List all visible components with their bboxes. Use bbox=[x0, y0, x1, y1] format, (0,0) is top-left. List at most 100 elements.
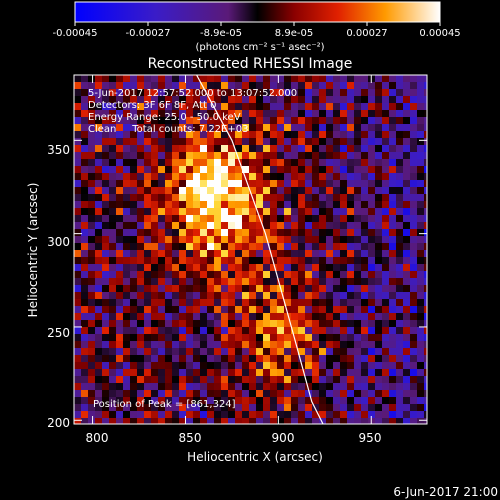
heatmap-cell bbox=[228, 243, 235, 250]
heatmap-cell bbox=[375, 82, 382, 89]
heatmap-cell bbox=[193, 383, 200, 390]
heatmap-cell bbox=[116, 404, 123, 411]
heatmap-cell bbox=[340, 250, 347, 257]
heatmap-cell bbox=[109, 82, 116, 89]
heatmap-cell bbox=[424, 208, 427, 215]
heatmap-cell bbox=[228, 187, 235, 194]
heatmap-cell bbox=[298, 264, 305, 271]
heatmap-cell bbox=[74, 411, 81, 418]
heatmap-cell bbox=[375, 75, 382, 82]
heatmap-cell bbox=[375, 236, 382, 243]
heatmap-cell bbox=[235, 411, 242, 418]
heatmap-cell bbox=[165, 376, 172, 383]
heatmap-cell bbox=[354, 96, 361, 103]
heatmap-cell bbox=[88, 208, 95, 215]
heatmap-cell bbox=[312, 285, 319, 292]
heatmap-cell bbox=[368, 187, 375, 194]
heatmap-cell bbox=[151, 187, 158, 194]
heatmap-cell bbox=[102, 383, 109, 390]
heatmap-cell bbox=[326, 243, 333, 250]
heatmap-cell bbox=[389, 306, 396, 313]
heatmap-cell bbox=[123, 369, 130, 376]
heatmap-cell bbox=[81, 376, 88, 383]
heatmap-cell bbox=[312, 376, 319, 383]
heatmap-cell bbox=[158, 243, 165, 250]
heatmap-cell bbox=[319, 194, 326, 201]
heatmap-cell bbox=[109, 278, 116, 285]
heatmap-cell bbox=[179, 418, 186, 424]
heatmap-cell bbox=[319, 341, 326, 348]
heatmap-cell bbox=[172, 187, 179, 194]
heatmap-cell bbox=[221, 75, 228, 82]
heatmap-cell bbox=[102, 145, 109, 152]
heatmap-cell bbox=[284, 187, 291, 194]
heatmap-cell bbox=[88, 166, 95, 173]
heatmap-cell bbox=[417, 236, 424, 243]
heatmap-cell bbox=[375, 110, 382, 117]
heatmap-cell bbox=[354, 89, 361, 96]
heatmap-cell bbox=[417, 411, 424, 418]
heatmap-cell bbox=[137, 75, 144, 82]
heatmap-cell bbox=[137, 131, 144, 138]
heatmap-cell bbox=[102, 131, 109, 138]
heatmap-cell bbox=[242, 257, 249, 264]
heatmap-cell bbox=[102, 250, 109, 257]
heatmap-cell bbox=[151, 327, 158, 334]
heatmap-cell bbox=[151, 313, 158, 320]
heatmap-cell bbox=[242, 306, 249, 313]
heatmap-cell bbox=[88, 264, 95, 271]
heatmap-cell bbox=[109, 341, 116, 348]
heatmap-cell bbox=[382, 278, 389, 285]
heatmap-cell bbox=[354, 355, 361, 362]
heatmap-cell bbox=[284, 166, 291, 173]
heatmap-cell bbox=[361, 264, 368, 271]
heatmap-cell bbox=[95, 236, 102, 243]
heatmap-cell bbox=[312, 180, 319, 187]
heatmap-cell bbox=[249, 348, 256, 355]
heatmap-cell bbox=[109, 390, 116, 397]
heatmap-cell bbox=[312, 404, 319, 411]
heatmap-cell bbox=[200, 117, 207, 124]
heatmap-cell bbox=[214, 75, 221, 82]
heatmap-cell bbox=[270, 117, 277, 124]
heatmap-cell bbox=[375, 208, 382, 215]
heatmap-cell bbox=[193, 355, 200, 362]
heatmap-cell bbox=[403, 152, 410, 159]
heatmap-cell bbox=[277, 187, 284, 194]
heatmap-cell bbox=[312, 299, 319, 306]
heatmap-cell bbox=[333, 334, 340, 341]
heatmap-cell bbox=[375, 355, 382, 362]
heatmap-cell bbox=[221, 411, 228, 418]
heatmap-cell bbox=[228, 201, 235, 208]
heatmap-cell bbox=[312, 341, 319, 348]
heatmap-cell bbox=[368, 411, 375, 418]
heatmap-cell bbox=[417, 313, 424, 320]
heatmap-cell bbox=[291, 110, 298, 117]
heatmap-cell bbox=[424, 124, 427, 131]
heatmap-cell bbox=[186, 313, 193, 320]
heatmap-cell bbox=[214, 194, 221, 201]
heatmap-cell bbox=[382, 173, 389, 180]
heatmap-cell bbox=[221, 341, 228, 348]
heatmap-cell bbox=[130, 306, 137, 313]
heatmap-cell bbox=[221, 278, 228, 285]
heatmap-cell bbox=[312, 257, 319, 264]
heatmap-cell bbox=[88, 173, 95, 180]
heatmap-cell bbox=[95, 89, 102, 96]
heatmap-cell bbox=[130, 201, 137, 208]
heatmap-cell bbox=[109, 110, 116, 117]
heatmap-cell bbox=[403, 264, 410, 271]
heatmap-cell bbox=[235, 355, 242, 362]
heatmap-cell bbox=[74, 397, 81, 404]
heatmap-cell bbox=[242, 334, 249, 341]
heatmap-cell bbox=[95, 173, 102, 180]
heatmap-cell bbox=[305, 222, 312, 229]
heatmap-cell bbox=[200, 82, 207, 89]
heatmap-cell bbox=[207, 411, 214, 418]
heatmap-cell bbox=[270, 418, 277, 424]
heatmap-cell bbox=[403, 376, 410, 383]
heatmap-cell bbox=[312, 320, 319, 327]
x-axis-label: Heliocentric X (arcsec) bbox=[187, 450, 323, 464]
heatmap-cell bbox=[88, 243, 95, 250]
